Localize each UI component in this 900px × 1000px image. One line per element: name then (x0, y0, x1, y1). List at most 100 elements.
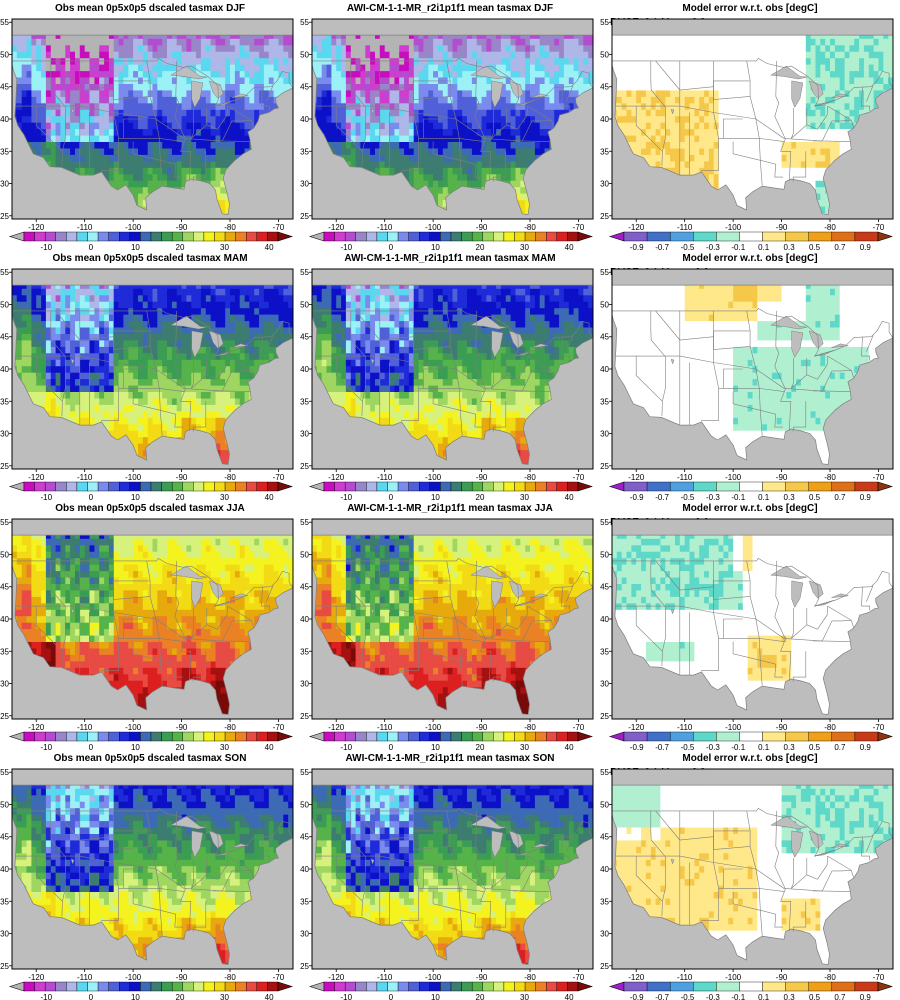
lon-tick-label: -120 (28, 473, 45, 482)
lat-tick-label: 40 (600, 615, 609, 624)
lon-tick-label: -70 (573, 973, 585, 982)
colorbar-min-triangle (309, 731, 325, 742)
lon-tick-label: -90 (476, 723, 488, 732)
colorbar-swatch (739, 231, 763, 242)
lon-tick-label: -70 (873, 973, 885, 982)
colorbar-swatch (785, 481, 809, 492)
lat-tick-label: 50 (0, 550, 9, 559)
lat-tick-label: 30 (600, 180, 609, 189)
colorbar-swatch (493, 981, 505, 992)
lon-tick-label: -110 (677, 473, 693, 482)
colorbar-max-triangle (277, 231, 293, 242)
lon-tick-label: -70 (873, 723, 885, 732)
colorbar: -10 0 10 20 30 40 (309, 481, 593, 502)
colorbar-swatch (76, 231, 88, 242)
lat-tick-label: 45 (0, 583, 9, 592)
lat-axis: 25 30 35 40 45 50 55 (300, 518, 312, 721)
lat-tick-label: 35 (300, 397, 309, 406)
colorbar-swatch (334, 231, 346, 242)
lon-tick-label: -110 (377, 973, 393, 982)
colorbar-tick-label: 0.5 (809, 993, 821, 1000)
colorbar-tick-label: 0.5 (809, 493, 821, 502)
colorbar-swatch (831, 731, 856, 742)
lat-tick-label: 35 (0, 397, 9, 406)
colorbar-swatch (214, 481, 226, 492)
colorbar-tick-label: -0.9 (630, 993, 644, 1000)
colorbar-tick-label: -0.9 (630, 743, 644, 752)
colorbar-swatch (203, 231, 215, 242)
lat-tick-label: 35 (0, 147, 9, 156)
colorbar-max-triangle (577, 231, 593, 242)
colorbar-swatch (193, 731, 205, 742)
colorbar-swatch (366, 231, 378, 242)
state-borders (12, 34, 293, 215)
colorbar-swatch (140, 981, 152, 992)
colorbar-swatch (256, 481, 268, 492)
colorbar-swatch (267, 731, 279, 742)
colorbar-swatch (246, 981, 258, 992)
colorbar-swatch (235, 981, 247, 992)
colorbar-swatch (567, 981, 579, 992)
panel-title: Obs mean 0p5x0p5 dscaled tasmax SON (0, 753, 300, 764)
colorbar-swatch (150, 981, 162, 992)
colorbar-swatch (567, 731, 579, 742)
colorbar-swatch (214, 731, 226, 742)
colorbar-swatch (419, 981, 431, 992)
colorbar-swatch (397, 481, 409, 492)
colorbar-tick-label: 0 (389, 993, 394, 1000)
lon-tick-label: -120 (328, 973, 345, 982)
lon-tick-label: -90 (176, 723, 188, 732)
colorbar-tick-label: 20 (176, 743, 185, 752)
colorbar-swatch (193, 231, 205, 242)
colorbar-tick-label: 0.7 (834, 993, 846, 1000)
map-svg: -120 -110 -100 -90 -80 -7025303540455055-0.9-… (600, 518, 894, 752)
lat-tick-label: 25 (300, 462, 309, 471)
colorbar-swatch (34, 731, 46, 742)
lat-tick-label: 50 (0, 800, 9, 809)
lat-tick-label: 30 (0, 930, 9, 939)
colorbar-swatch (503, 231, 515, 242)
colorbar-tick-label: 40 (265, 493, 274, 502)
lon-axis: -120 -110 -100 -90 -80 -70 (28, 469, 285, 482)
lon-tick-label: -70 (273, 473, 285, 482)
colorbar-tick-label: -0.1 (731, 493, 745, 502)
colorbar-tick-label: 30 (520, 993, 529, 1000)
colorbar-tick-label: 20 (176, 493, 185, 502)
colorbar-swatch (182, 231, 194, 242)
colorbar-swatch (224, 231, 236, 242)
colorbar-swatch (34, 481, 46, 492)
lat-axis: 25 30 35 40 45 50 55 (600, 268, 612, 471)
colorbar-tick-label: -0.7 (655, 493, 669, 502)
lat-tick-label: 50 (300, 50, 309, 59)
colorbar-swatch (334, 731, 346, 742)
colorbar-swatch (854, 731, 879, 742)
colorbar-swatch (524, 981, 536, 992)
lon-tick-label: -90 (476, 973, 488, 982)
colorbar-swatch (556, 981, 568, 992)
colorbar-tick-label: 40 (565, 243, 574, 252)
colorbar-swatch (669, 231, 694, 242)
colorbar-swatch (535, 981, 547, 992)
colorbar-swatch (397, 731, 409, 742)
lat-tick-label: 25 (300, 212, 309, 221)
lat-tick-label: 35 (0, 897, 9, 906)
panel-obs-son: Obs mean 0p5x0p5 dscaled tasmax SON -120… (0, 750, 300, 1000)
colorbar-swatch (716, 731, 740, 742)
lat-tick-label: 40 (600, 115, 609, 124)
colorbar-swatch (471, 981, 483, 992)
lat-tick-label: 50 (600, 800, 609, 809)
lat-tick-label: 30 (300, 180, 309, 189)
colorbar: -10 0 10 20 30 40 (9, 231, 293, 252)
colorbar-swatch (366, 981, 378, 992)
colorbar-swatch (493, 481, 505, 492)
colorbar: -0.9 -0.7 -0.5 -0.3 -0.1 0.1 0.3 0.5 0.7 0.9 (609, 731, 893, 752)
lat-axis: 25 30 35 40 45 50 55 (0, 268, 12, 471)
state-borders (612, 284, 893, 465)
colorbar-swatch (97, 731, 109, 742)
colorbar-swatch (129, 231, 141, 242)
lon-tick-label: -80 (224, 223, 236, 232)
lat-axis: 25 30 35 40 45 50 55 (300, 18, 312, 221)
